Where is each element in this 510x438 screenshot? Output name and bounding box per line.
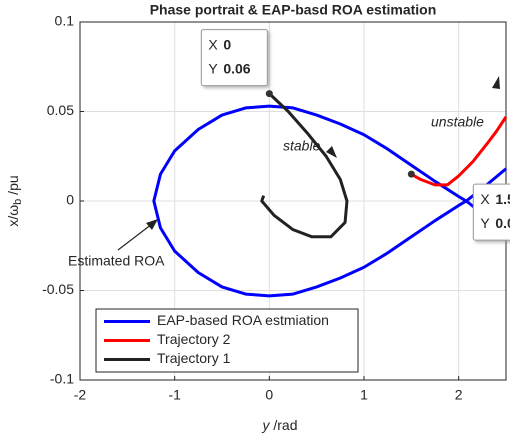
x-tick-label: -1 [168, 387, 181, 403]
y-tick-label: 0.1 [55, 13, 75, 29]
datatip-y-value: 0.06 [223, 60, 250, 76]
datatip-point [265, 90, 273, 98]
datatip-x-value: 1.5 [495, 191, 510, 207]
datatip-x-label: X [208, 36, 218, 52]
chart-title: Phase portrait & EAP-basd ROA estimation [150, 2, 437, 18]
x-tick-label: 0 [265, 387, 273, 403]
roa-arrow-line [117, 223, 153, 251]
annotation-unstable: unstable [431, 114, 484, 130]
y-tick-label: 0.05 [47, 102, 74, 118]
y-axis-label: x/ωb /pu [5, 175, 24, 226]
y-tick-label: -0.05 [42, 281, 74, 297]
y-tick-label: 0 [66, 192, 74, 208]
legend-box [95, 308, 359, 373]
datatip-y-value: 0.015 [495, 215, 510, 231]
legend-label: Trajectory 1 [157, 350, 231, 366]
datatip-x-label: X [480, 191, 490, 207]
unstable-arrow [492, 76, 500, 89]
series-line [260, 92, 349, 239]
annotation-stable: stable [283, 138, 321, 154]
y-label-unit: /pu [5, 175, 21, 198]
y-tick-label: -0.1 [50, 371, 74, 387]
x-label-unit: /rad [269, 417, 297, 433]
x-tick-label: 1 [360, 387, 368, 403]
datatip-point [407, 170, 415, 178]
datatip-x-value: 0 [223, 36, 231, 52]
series-line [410, 116, 508, 187]
datatip-box [200, 29, 268, 87]
series-line [152, 104, 507, 298]
datatip-y-label: Y [480, 215, 490, 231]
x-tick-label: -2 [74, 387, 87, 403]
x-tick-label: 2 [455, 387, 463, 403]
legend-label: Trajectory 2 [157, 331, 231, 347]
datatip-y-label: Y [208, 60, 218, 76]
stable-arrow [326, 146, 337, 158]
y-label-sub: b [12, 199, 24, 205]
datatip-box [472, 183, 510, 241]
x-axis-label: y /rad [261, 417, 297, 433]
annotation-roa: Estimated ROA [68, 253, 165, 269]
y-label-main: x/ω [5, 205, 21, 227]
legend-label: EAP-based ROA estmiation [157, 312, 329, 328]
x-label-var: y [261, 417, 270, 433]
roa-arrow-head [146, 219, 158, 230]
